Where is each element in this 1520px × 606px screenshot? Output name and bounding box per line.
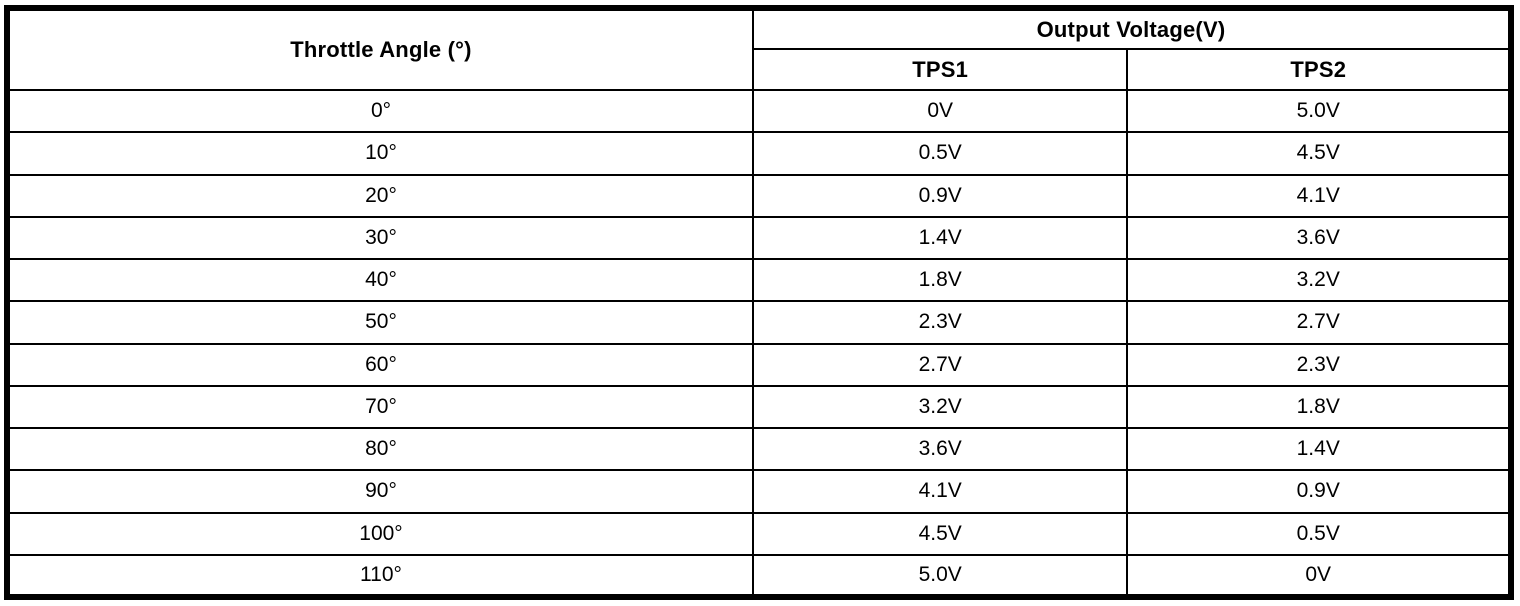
angle-cell: 80° <box>6 426 754 472</box>
tps2-cell: 0V <box>1126 553 1512 599</box>
angle-cell: 10° <box>6 131 754 176</box>
tps1-cell: 2.3V <box>751 300 1129 345</box>
tps2-cell: 0.5V <box>1126 511 1512 556</box>
angle-cell: 20° <box>6 173 754 218</box>
angle-cell: 0° <box>6 88 754 134</box>
column-header-tps1: TPS1 <box>751 48 1129 91</box>
tps1-cell: 4.5V <box>751 511 1129 556</box>
tps1-cell: 1.4V <box>751 215 1129 261</box>
angle-cell: 30° <box>6 215 754 261</box>
table-row: 100° 4.5V 0.5V <box>6 511 1512 556</box>
tps1-cell: 2.7V <box>751 342 1129 387</box>
column-group-header-output-voltage: Output Voltage(V) <box>751 7 1513 50</box>
angle-cell: 100° <box>6 511 754 556</box>
table-row: 0° 0V 5.0V <box>6 88 1512 134</box>
angle-cell: 60° <box>6 342 754 387</box>
tps2-cell: 4.1V <box>1126 173 1512 218</box>
table-row: 10° 0.5V 4.5V <box>6 131 1512 176</box>
tps1-cell: 3.6V <box>751 426 1129 472</box>
tps1-cell: 1.8V <box>751 257 1129 303</box>
table-row: 90° 4.1V 0.9V <box>6 469 1512 514</box>
table-row: 40° 1.8V 3.2V <box>6 257 1512 303</box>
table-row: 70° 3.2V 1.8V <box>6 384 1512 430</box>
table-row: 80° 3.6V 1.4V <box>6 426 1512 472</box>
tps2-cell: 2.3V <box>1126 342 1512 387</box>
tps2-cell: 0.9V <box>1126 469 1512 514</box>
tps-output-voltage-table: Throttle Angle (°) Output Voltage(V) TPS… <box>4 5 1514 600</box>
tps2-cell: 2.7V <box>1126 300 1512 345</box>
column-header-throttle-angle: Throttle Angle (°) <box>6 7 754 91</box>
table-row: 20° 0.9V 4.1V <box>6 173 1512 218</box>
tps1-cell: 0.9V <box>751 173 1129 218</box>
angle-cell: 40° <box>6 257 754 303</box>
column-header-tps2: TPS2 <box>1126 48 1512 91</box>
table-row: 30° 1.4V 3.6V <box>6 215 1512 261</box>
tps2-cell: 1.8V <box>1126 384 1512 430</box>
tps2-cell: 3.2V <box>1126 257 1512 303</box>
table-row: 50° 2.3V 2.7V <box>6 300 1512 345</box>
tps1-cell: 0.5V <box>751 131 1129 176</box>
angle-cell: 90° <box>6 469 754 514</box>
angle-cell: 70° <box>6 384 754 430</box>
tps1-cell: 3.2V <box>751 384 1129 430</box>
table-row: 60° 2.7V 2.3V <box>6 342 1512 387</box>
tps2-cell: 5.0V <box>1126 88 1512 134</box>
tps2-cell: 4.5V <box>1126 131 1512 176</box>
angle-cell: 110° <box>6 553 754 599</box>
table-row: 110° 5.0V 0V <box>6 553 1512 599</box>
tps2-cell: 1.4V <box>1126 426 1512 472</box>
angle-cell: 50° <box>6 300 754 345</box>
tps2-cell: 3.6V <box>1126 215 1512 261</box>
tps1-cell: 0V <box>751 88 1129 134</box>
tps1-cell: 4.1V <box>751 469 1129 514</box>
tps1-cell: 5.0V <box>751 553 1129 599</box>
